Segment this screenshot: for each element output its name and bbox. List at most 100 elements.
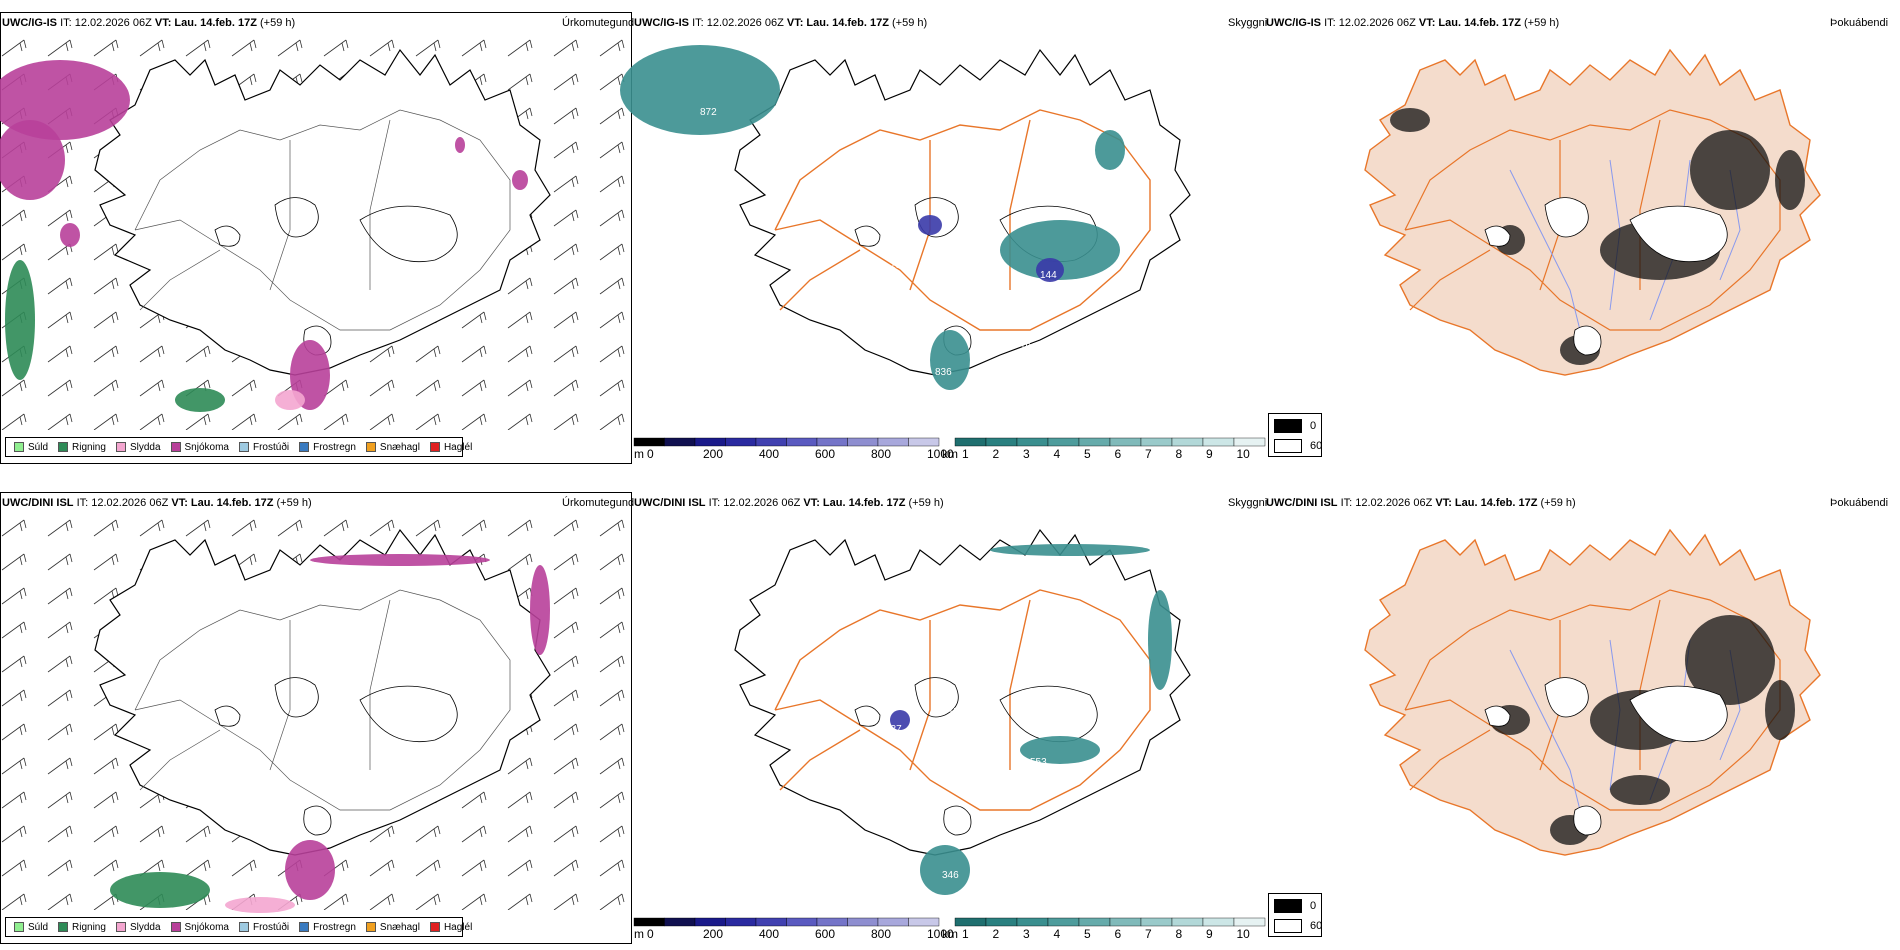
fog-legend-label: 60 <box>1310 920 1323 932</box>
low-ceiling-area <box>890 710 910 730</box>
legend-swatch <box>170 442 181 452</box>
snow-area <box>512 170 528 190</box>
legend-swatch <box>115 922 126 932</box>
legend-swatch <box>58 922 69 932</box>
fog-legend-row: 60 <box>1274 919 1322 933</box>
cloud-title-1: Skyggni <box>1228 17 1268 29</box>
ceiling-scale-swatch <box>694 917 726 927</box>
ceiling-value-label: 106 <box>1020 342 1037 353</box>
fog-legend-swatch <box>1274 899 1302 913</box>
visibility-scale-tick: 10 <box>1236 447 1250 461</box>
snow-area <box>0 120 65 200</box>
ceiling-scale-tick: 0 <box>647 927 654 941</box>
ceiling-scale-swatch <box>786 437 818 447</box>
snow-area <box>60 223 80 247</box>
low-visibility-area <box>620 45 780 135</box>
legend-label: Frostregn <box>313 441 356 453</box>
ceiling-scale-unit: m <box>634 927 644 941</box>
legend-label: Haglél <box>443 921 473 933</box>
ceiling-scale-tick: 800 <box>871 447 892 461</box>
visibility-scale-tick: 1 <box>962 927 969 941</box>
legend-label: Rigning <box>72 921 106 933</box>
iceland-coastline <box>734 529 1191 856</box>
visibility-scale-tick: 2 <box>992 447 1000 461</box>
legend-label: Snæhagl <box>379 921 420 933</box>
low-ceiling-area <box>1036 258 1064 282</box>
visibility-scale-swatch <box>954 917 987 927</box>
fog-legend-row: 0 <box>1274 419 1316 433</box>
ceiling-scale-swatch <box>725 437 757 447</box>
legend-item: Haglél <box>429 921 473 933</box>
fog-indicator-area <box>1610 775 1670 805</box>
low-visibility-area <box>1148 590 1172 690</box>
visibility-scale-tick: 9 <box>1206 447 1213 461</box>
fog-legend-row: 60 <box>1274 439 1322 453</box>
visibility-scale-swatch <box>1016 917 1049 927</box>
precip-title-2: Úrkomutegund <box>562 497 635 509</box>
visibility-scale-tick: 4 <box>1053 927 1061 941</box>
visibility-scale-swatch <box>1233 917 1266 927</box>
ceiling-value-label: 191 <box>890 260 907 271</box>
cloud-title-2: Skyggni <box>1228 497 1268 509</box>
ceiling-value-label: 295 <box>1010 310 1027 321</box>
visibility-scale-tick: 4 <box>1053 447 1061 461</box>
snow-area <box>0 60 130 140</box>
legend-label: Rigning <box>72 441 106 453</box>
ceiling-scale-tick: 600 <box>815 927 836 941</box>
legend-item: Frostúði <box>238 922 289 933</box>
ceiling-scale-tick: 400 <box>759 927 780 941</box>
legend-item: Snæhagl <box>365 441 420 453</box>
legend-label: Haglél <box>443 441 473 453</box>
ceiling-value-label: 138 <box>980 187 997 198</box>
visibility-scale-tick: 5 <box>1084 447 1091 461</box>
ceiling-scale-tick: 1000 <box>927 927 954 941</box>
legend-swatch <box>299 442 310 452</box>
ceiling-scale-tick: 0 <box>647 447 654 461</box>
ceiling-scale-swatch <box>664 437 696 447</box>
legend-item: Haglél <box>429 441 473 453</box>
low-ceiling-area <box>918 215 942 235</box>
low-visibility-area <box>990 544 1150 556</box>
panel-header-cloud-1: UWC/IG-IS IT: 12.02.2026 06Z VT: Lau. 14… <box>634 17 928 29</box>
ceiling-scale-swatch <box>755 437 787 447</box>
visibility-scale-swatch <box>1140 917 1173 927</box>
legend-label: Súld <box>28 441 49 453</box>
visibility-scale-swatch <box>1171 437 1204 447</box>
legend-item: Súld <box>14 442 48 453</box>
precip-type-legend: Súld Rigning Slydda Snjókoma Frostúði Frostre… <box>5 437 472 457</box>
visibility-scale-swatch <box>1016 437 1049 447</box>
legend-item: Frostregn <box>299 442 356 453</box>
rain-area <box>110 872 210 908</box>
panel-header-cloud-2: UWC/DINI ISL IT: 12.02.2026 06Z VT: Lau.… <box>634 497 944 509</box>
ceiling-scale-swatch <box>877 437 909 447</box>
ceiling-value-label: 920 <box>1020 290 1037 301</box>
fog-indicator-area <box>1690 130 1770 210</box>
legend-swatch <box>58 442 69 452</box>
ceiling-scale-swatch <box>633 917 665 927</box>
legend-swatch <box>115 442 126 452</box>
legend-item: Snjókoma <box>170 442 229 453</box>
legend-label: Snæhagl <box>379 441 420 453</box>
fog-legend: 0 60 <box>1268 893 1322 937</box>
ceiling-scale-swatch <box>908 437 940 447</box>
ceiling-scale-swatch <box>694 437 726 447</box>
snow-area <box>310 554 490 566</box>
iceland-coastline <box>734 49 1191 376</box>
visibility-scale-tick: 6 <box>1114 447 1122 461</box>
visibility-scale-swatch <box>1078 437 1111 447</box>
ceiling-scale-2 <box>633 917 940 927</box>
low-visibility-area <box>1095 130 1125 170</box>
ceiling-value-label: 144 <box>1040 270 1057 281</box>
low-visibility-area <box>920 845 970 895</box>
fog-map-2 <box>1364 529 1821 856</box>
ceiling-value-label: 321 <box>940 264 957 275</box>
visibility-scale-swatch <box>985 917 1018 927</box>
ceiling-value-label: 553 <box>1030 757 1047 768</box>
visibility-scale-tick: 3 <box>1023 447 1030 461</box>
ceiling-scale-swatch <box>816 917 848 927</box>
visibility-scale-swatch <box>1078 917 1111 927</box>
fog-legend-swatch <box>1274 919 1302 933</box>
precip-title-1: Úrkomutegund <box>562 17 635 29</box>
fog-legend-swatch <box>1274 439 1302 453</box>
low-visibility-area <box>1000 220 1120 280</box>
